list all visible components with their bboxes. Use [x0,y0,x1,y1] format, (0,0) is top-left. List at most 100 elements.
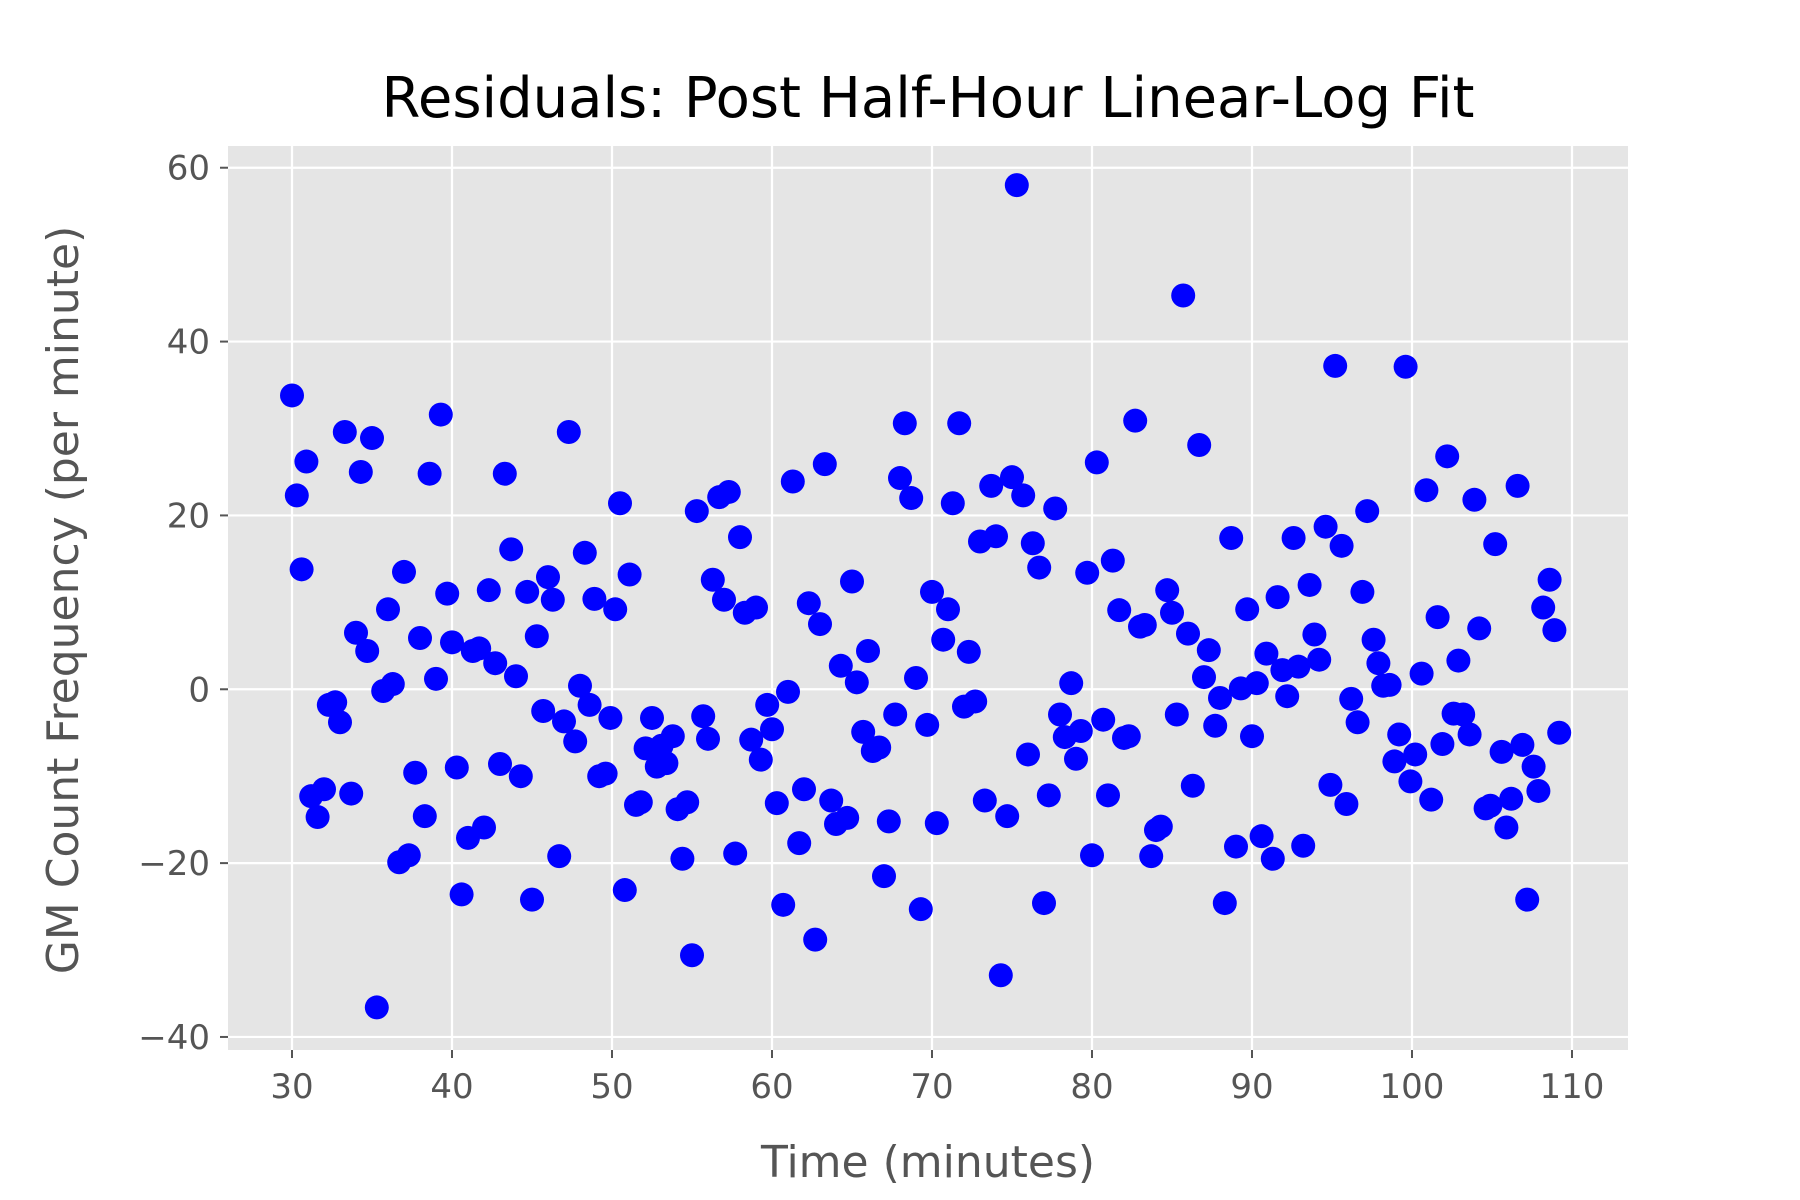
data-point [628,790,653,815]
data-point [972,788,997,813]
data-point [1004,173,1029,198]
data-point [1414,478,1439,503]
data-point [1196,638,1221,663]
data-point [947,411,972,436]
data-point [348,459,373,484]
data-point [936,597,960,622]
data-point [355,639,380,664]
data-point [1075,560,1100,585]
data-point [531,699,556,723]
data-point [1494,815,1519,840]
data-point [1084,450,1109,475]
data-point [435,581,460,606]
data-point [1425,605,1450,630]
data-point [344,620,368,645]
x-axis-label: Time (minutes) [760,1137,1095,1188]
data-point [603,597,628,622]
data-point [617,562,642,587]
data-point [1164,702,1189,727]
data-point [1068,718,1093,743]
data-point [812,452,837,477]
data-point [472,815,496,840]
data-point [670,846,695,871]
data-point [856,639,880,664]
data-point [476,578,501,603]
data-point [483,651,508,676]
data-point [540,587,565,612]
grid-lines [228,146,1628,1050]
data-point [988,963,1013,988]
x-tick-label: 100 [1380,1067,1445,1107]
data-point [1387,722,1412,747]
data-point [520,887,544,912]
data-point [716,479,741,504]
data-point [680,943,704,968]
data-point [1537,567,1562,592]
data-point [787,831,812,856]
data-point [776,679,800,704]
data-point [323,690,348,715]
data-point [1393,354,1418,379]
data-point [1531,595,1556,620]
data-point [412,804,437,829]
data-point [1398,769,1423,794]
data-point [764,791,789,816]
data-point [796,591,821,616]
data-point [1048,702,1072,727]
data-point [867,735,892,760]
data-point [1043,496,1068,521]
data-point [1219,526,1244,551]
data-point [744,595,768,620]
data-point [1027,555,1052,580]
data-point [1281,526,1306,551]
data-point [612,878,637,903]
data-point [556,419,581,444]
data-point [1176,621,1200,646]
data-point [1240,724,1264,749]
data-point [1224,834,1248,859]
data-point [1382,749,1407,774]
data-point [892,411,917,436]
data-point [984,524,1008,549]
data-point [1451,702,1476,727]
data-point [739,727,764,752]
data-point [1265,585,1290,610]
data-point [328,710,352,735]
x-tick-label: 80 [1070,1067,1113,1107]
data-point [904,665,928,690]
data-point [1244,671,1269,696]
data-point [547,844,572,869]
data-point [771,892,796,917]
data-point [608,491,632,516]
data-point [1483,532,1508,557]
data-point [1430,732,1455,757]
data-point [1235,597,1260,622]
data-point [828,653,853,678]
data-point [654,751,679,776]
data-point [1132,612,1157,637]
data-point [792,777,816,802]
x-tick-label: 70 [910,1067,953,1107]
y-axis-label: GM Count Frequency (per minute) [38,226,89,975]
data-point [660,724,685,749]
data-point [536,565,560,590]
data-point [1064,746,1088,771]
data-point [748,747,773,772]
data-point [1307,647,1332,672]
data-point [940,491,965,516]
data-point [883,702,908,727]
data-point [1355,499,1380,524]
data-point [1521,754,1546,779]
data-point [1334,792,1359,817]
data-point [835,805,860,830]
data-point [712,587,736,612]
data-point [552,709,576,734]
data-point [424,666,448,691]
data-point [1275,684,1300,709]
data-point [1080,843,1104,868]
data-point [888,466,912,491]
data-point [1249,824,1274,849]
data-point [563,729,588,754]
data-point [780,469,805,494]
